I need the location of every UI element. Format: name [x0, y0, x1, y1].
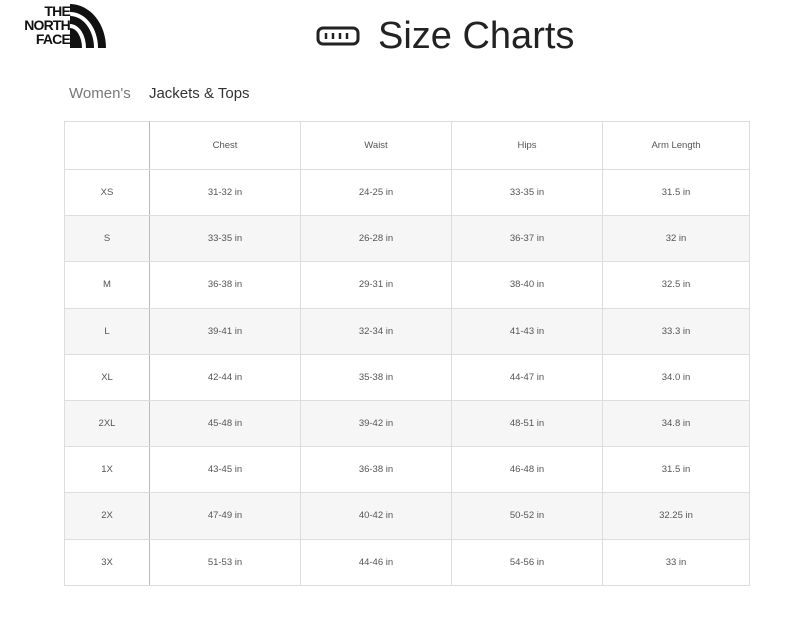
cell-waist: 32-34 in	[300, 307, 452, 355]
cell-hips: 48-51 in	[451, 399, 603, 448]
cell-arm-length: 32.25 in	[602, 492, 750, 540]
table-row: M 36-38 in 29-31 in 38-40 in 32.5 in	[64, 261, 750, 309]
table-row: 2XL 45-48 in 39-42 in 48-51 in 34.8 in	[64, 399, 750, 448]
header-chest: Chest	[149, 121, 301, 170]
cell-hips: 46-48 in	[451, 446, 603, 494]
header-hips: Hips	[451, 121, 603, 170]
table-row: 2X 47-49 in 40-42 in 50-52 in 32.25 in	[64, 492, 750, 540]
table-row: XS 31-32 in 24-25 in 33-35 in 31.5 in	[64, 168, 750, 217]
cell-waist: 39-42 in	[300, 399, 452, 448]
cell-waist: 29-31 in	[300, 261, 452, 309]
cell-size: XS	[64, 168, 150, 217]
cell-size: 2X	[64, 492, 150, 540]
cell-chest: 42-44 in	[149, 353, 301, 401]
logo-line: THE	[44, 3, 70, 19]
header-waist: Waist	[300, 121, 452, 170]
cell-size: 3X	[64, 538, 150, 586]
cell-chest: 51-53 in	[149, 538, 301, 586]
logo-line: FACE	[35, 31, 71, 47]
cell-size: 1X	[64, 446, 150, 494]
table-row: L 39-41 in 32-34 in 41-43 in 33.3 in	[64, 307, 750, 355]
cell-size: M	[64, 261, 150, 309]
cell-waist: 44-46 in	[300, 538, 452, 586]
breadcrumb-category[interactable]: Women's	[69, 85, 131, 102]
cell-arm-length: 31.5 in	[602, 168, 750, 217]
cell-waist: 26-28 in	[300, 215, 452, 263]
cell-size: 2XL	[64, 399, 150, 448]
cell-arm-length: 34.8 in	[602, 399, 750, 448]
table-header-row: Chest Waist Hips Arm Length	[64, 121, 750, 170]
cell-hips: 50-52 in	[451, 492, 603, 540]
cell-size: XL	[64, 353, 150, 401]
size-chart-table: Chest Waist Hips Arm Length XS 31-32 in 24…	[64, 121, 750, 586]
cell-chest: 36-38 in	[149, 261, 301, 309]
the-north-face-logo[interactable]: THE NORTH FACE	[4, 3, 106, 50]
cell-waist: 36-38 in	[300, 446, 452, 494]
cell-arm-length: 32 in	[602, 215, 750, 263]
cell-chest: 31-32 in	[149, 168, 301, 217]
cell-waist: 40-42 in	[300, 492, 452, 540]
cell-hips: 38-40 in	[451, 261, 603, 309]
ruler-icon	[316, 26, 360, 46]
header-arm-length: Arm Length	[602, 121, 750, 170]
table-row: 1X 43-45 in 36-38 in 46-48 in 31.5 in	[64, 446, 750, 494]
table-row: S 33-35 in 26-28 in 36-37 in 32 in	[64, 215, 750, 263]
cell-chest: 43-45 in	[149, 446, 301, 494]
cell-hips: 54-56 in	[451, 538, 603, 586]
table-row: 3X 51-53 in 44-46 in 54-56 in 33 in	[64, 538, 750, 586]
cell-chest: 45-48 in	[149, 399, 301, 448]
breadcrumb: Women's Jackets & Tops	[69, 85, 250, 102]
half-dome-icon	[70, 4, 106, 48]
cell-chest: 47-49 in	[149, 492, 301, 540]
cell-hips: 36-37 in	[451, 215, 603, 263]
cell-chest: 33-35 in	[149, 215, 301, 263]
cell-size: S	[64, 215, 150, 263]
cell-hips: 33-35 in	[451, 168, 603, 217]
breadcrumb-subcategory: Jackets & Tops	[148, 85, 250, 102]
cell-arm-length: 34.0 in	[602, 353, 750, 401]
cell-size: L	[64, 307, 150, 355]
cell-hips: 41-43 in	[451, 307, 603, 355]
cell-hips: 44-47 in	[451, 353, 603, 401]
cell-waist: 24-25 in	[300, 168, 452, 217]
cell-arm-length: 32.5 in	[602, 261, 750, 309]
table-row: XL 42-44 in 35-38 in 44-47 in 34.0 in	[64, 353, 750, 401]
page-title: Size Charts	[378, 15, 575, 57]
cell-arm-length: 31.5 in	[602, 446, 750, 494]
cell-chest: 39-41 in	[149, 307, 301, 355]
header-size	[64, 121, 150, 170]
cell-arm-length: 33.3 in	[602, 307, 750, 355]
cell-waist: 35-38 in	[300, 353, 452, 401]
logo-line: NORTH	[24, 17, 71, 33]
page-header: Size Charts	[316, 14, 574, 58]
cell-arm-length: 33 in	[602, 538, 750, 586]
logo-wordmark: THE NORTH FACE	[4, 3, 71, 47]
